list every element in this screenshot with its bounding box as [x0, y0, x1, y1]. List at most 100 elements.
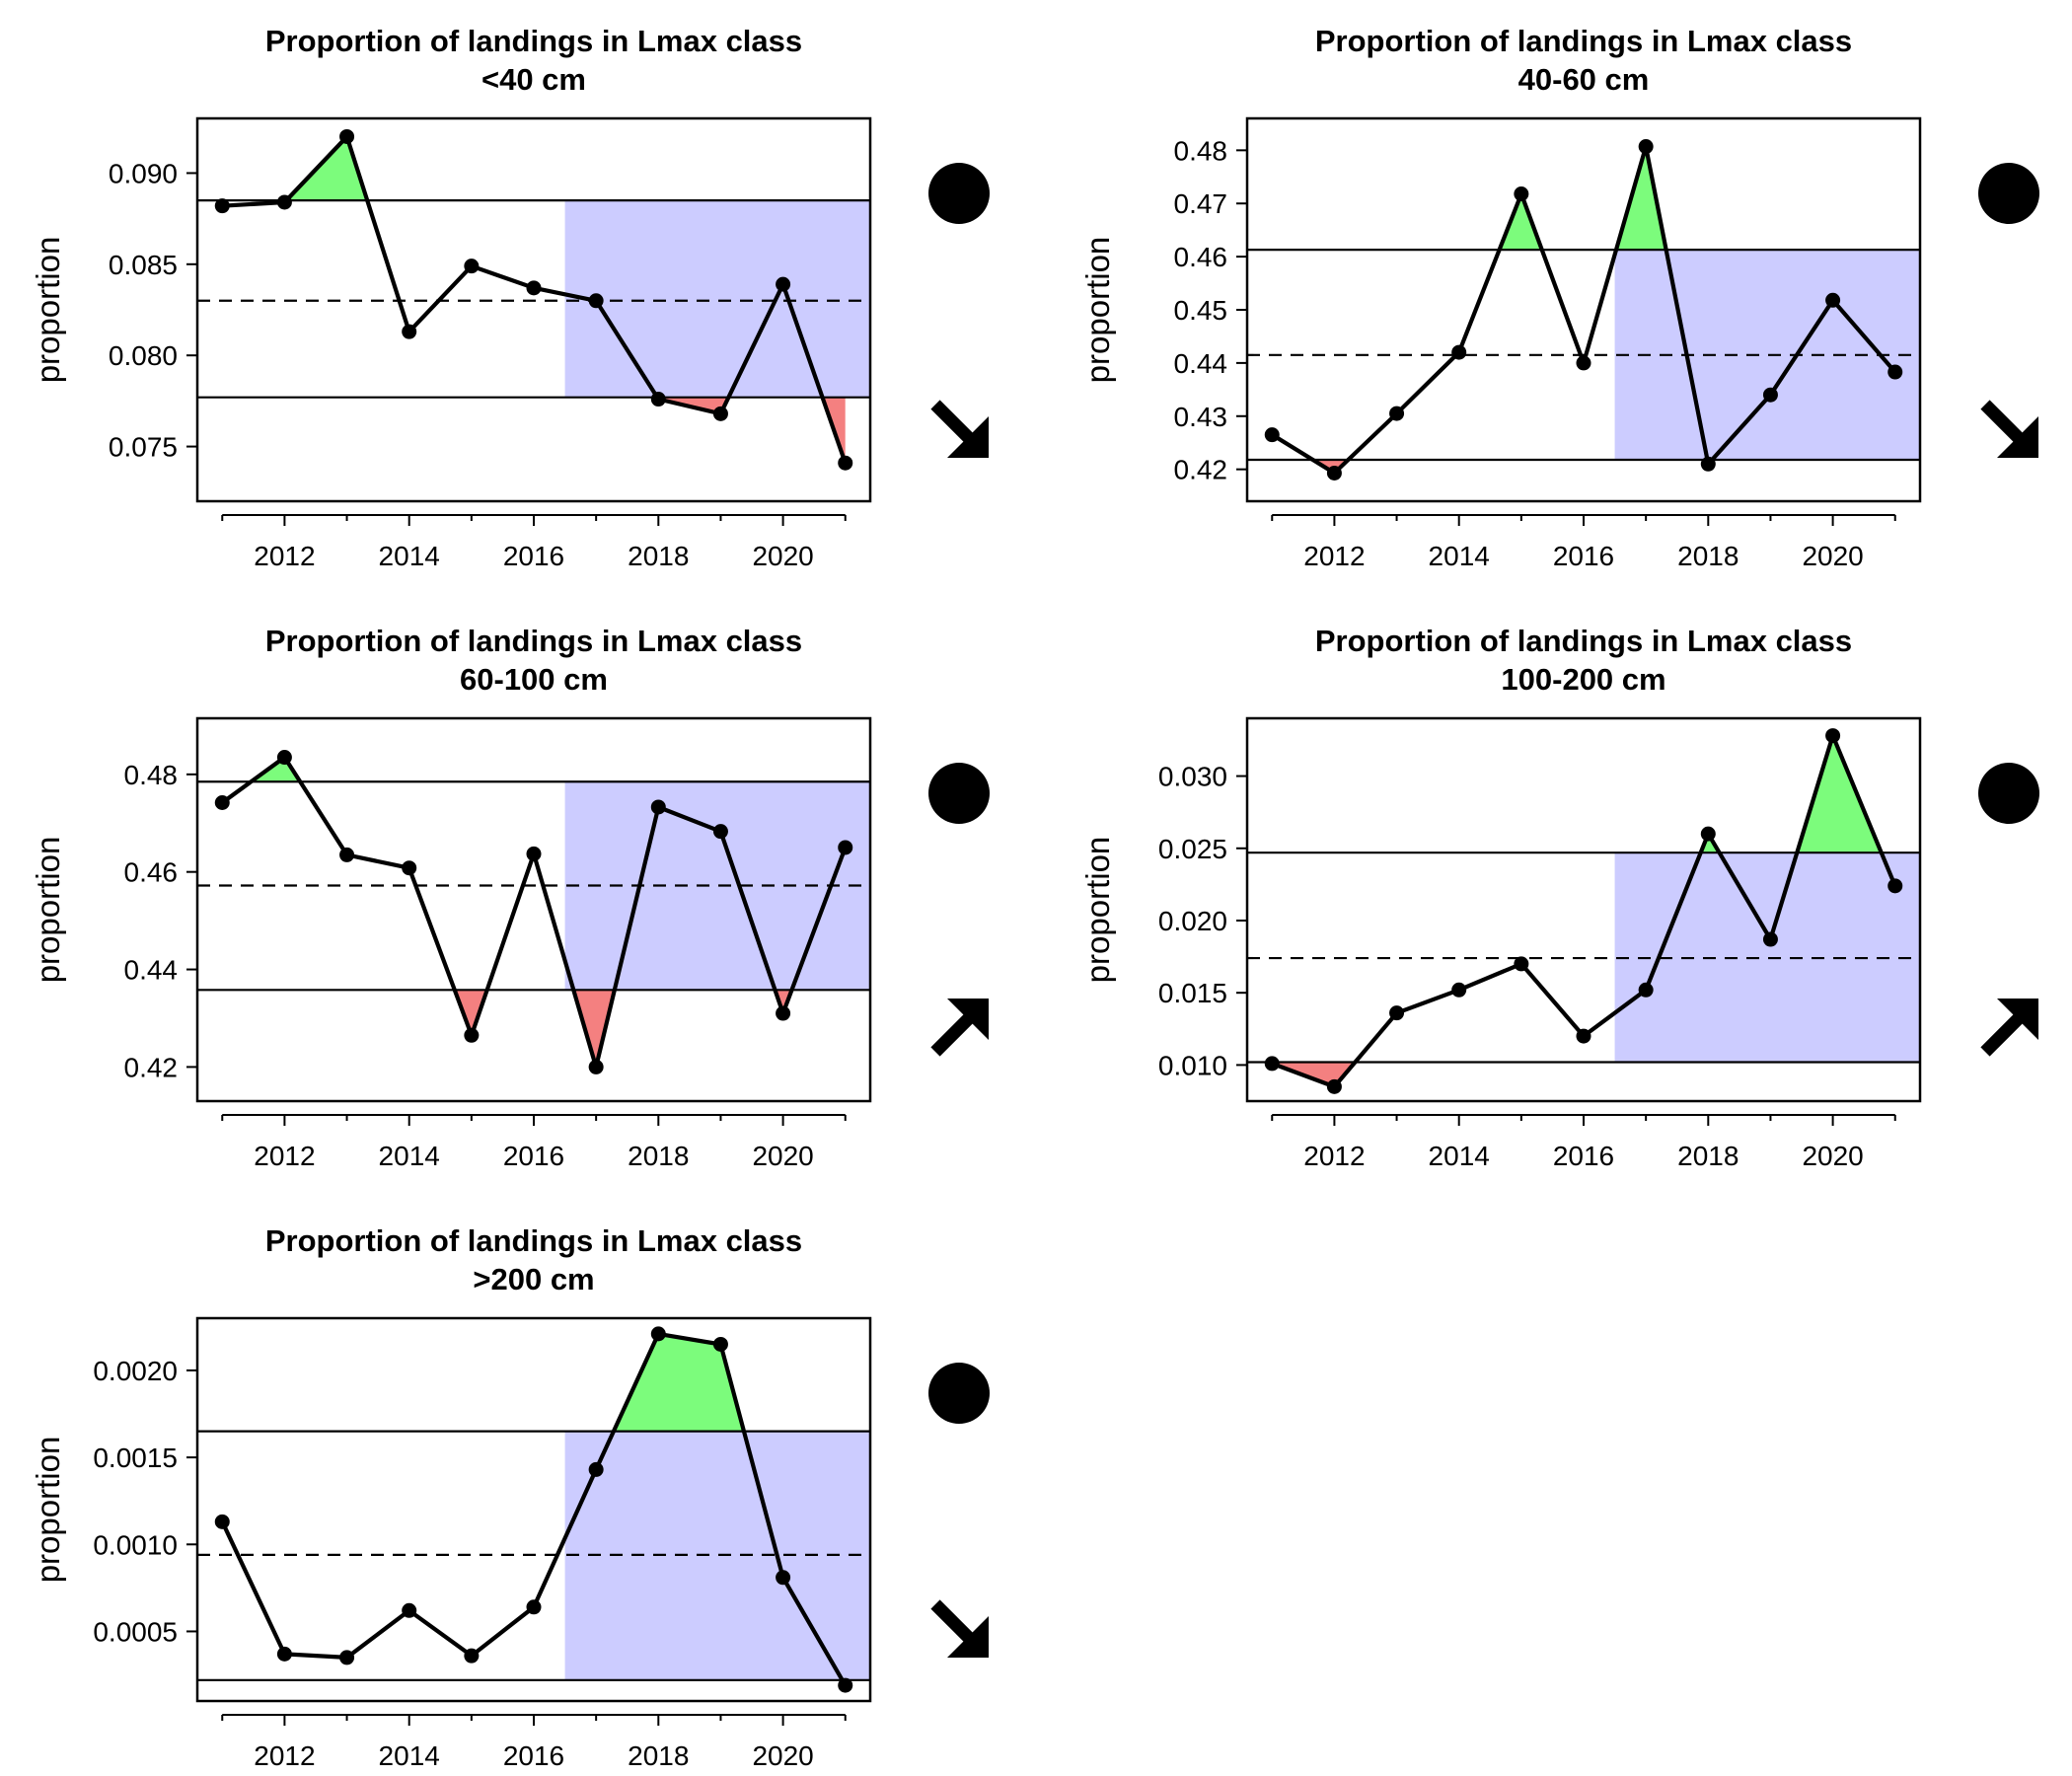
data-point-2017 — [1638, 982, 1654, 998]
x-tick-label: 2014 — [379, 1740, 440, 1771]
y-tick-label: 0.0010 — [93, 1529, 178, 1560]
arrow-head — [1997, 416, 2038, 458]
x-tick-label: 2020 — [752, 1141, 813, 1171]
x-tick-label: 2012 — [254, 541, 315, 571]
status-circle-icon — [1978, 763, 2039, 824]
x-tick-label: 2018 — [628, 541, 689, 571]
data-point-2011 — [214, 1514, 230, 1529]
data-point-2011 — [1264, 427, 1280, 443]
data-point-2013 — [339, 847, 355, 862]
data-point-2018 — [1700, 456, 1716, 472]
x-tick-label: 2014 — [379, 541, 440, 571]
data-point-2012 — [276, 194, 292, 210]
x-tick-label: 2014 — [1429, 1141, 1490, 1171]
y-tick-label: 0.45 — [1174, 295, 1228, 326]
data-point-2019 — [712, 824, 728, 840]
y-tick-label: 0.42 — [1174, 455, 1228, 485]
data-point-2017 — [588, 293, 604, 309]
data-point-2011 — [214, 795, 230, 811]
chart-subtitle: <40 cm — [481, 62, 586, 97]
y-axis-label: proportion — [30, 237, 66, 384]
data-point-2018 — [1700, 826, 1716, 842]
y-tick-label: 0.015 — [1158, 978, 1227, 1008]
above-upper-fill — [1499, 193, 1542, 251]
data-point-2018 — [650, 1326, 666, 1342]
data-point-2011 — [1264, 1056, 1280, 1072]
arrow-shaft — [1980, 400, 2028, 447]
chart-title: Proportion of landings in Lmax class — [1315, 624, 1852, 658]
y-tick-label: 0.48 — [1174, 135, 1228, 166]
panel-4: Proportion of landings in Lmax class 100-… — [1079, 624, 2039, 1171]
data-point-2012 — [1326, 465, 1342, 481]
y-axis-label: proportion — [1079, 237, 1116, 384]
data-point-2020 — [776, 1005, 791, 1021]
data-point-2014 — [402, 324, 417, 339]
status-circle-icon — [928, 163, 990, 224]
x-tick-label: 2020 — [752, 541, 813, 571]
data-point-2021 — [1887, 364, 1903, 380]
y-tick-label: 0.020 — [1158, 906, 1227, 936]
data-point-2016 — [1576, 355, 1591, 371]
x-tick-label: 2016 — [503, 1141, 564, 1171]
x-tick-label: 2012 — [254, 1740, 315, 1771]
y-tick-label: 0.080 — [109, 340, 178, 371]
plot-frame — [1245, 716, 1922, 1103]
data-point-2021 — [1887, 878, 1903, 894]
data-point-2015 — [1514, 956, 1529, 972]
data-point-2015 — [464, 1027, 480, 1043]
chart-subtitle: 100-200 cm — [1501, 662, 1665, 697]
x-tick-label: 2016 — [1553, 541, 1614, 571]
data-point-2018 — [650, 392, 666, 407]
x-tick-label: 2014 — [1429, 541, 1490, 571]
y-tick-label: 0.085 — [109, 250, 178, 280]
chart-title: Proportion of landings in Lmax class — [265, 1223, 802, 1258]
status-circle-icon — [928, 763, 990, 824]
above-upper-fill — [1797, 735, 1882, 853]
data-point-2020 — [776, 1570, 791, 1586]
recent-period-band — [564, 200, 870, 398]
data-point-2018 — [650, 799, 666, 815]
trend-arrow-down-right-icon — [930, 1599, 989, 1658]
data-point-2017 — [1638, 139, 1654, 155]
trend-arrow-down-right-icon — [930, 400, 989, 458]
trend-arrow-down-right-icon — [1980, 400, 2038, 458]
data-point-2021 — [838, 1677, 853, 1693]
data-point-2021 — [838, 455, 853, 471]
y-tick-label: 0.44 — [1174, 348, 1228, 379]
y-tick-label: 0.46 — [124, 857, 179, 888]
x-tick-label: 2012 — [254, 1141, 315, 1171]
x-tick-label: 2016 — [1553, 1141, 1614, 1171]
x-tick-label: 2014 — [379, 1141, 440, 1171]
x-tick-label: 2018 — [628, 1740, 689, 1771]
data-point-2013 — [1389, 1005, 1405, 1021]
data-point-2013 — [339, 128, 355, 144]
x-tick-label: 2018 — [1677, 541, 1739, 571]
x-tick-label: 2020 — [752, 1740, 813, 1771]
panel-2: Proportion of landings in Lmax class 40-6… — [1079, 24, 2039, 571]
y-tick-label: 0.47 — [1174, 188, 1228, 219]
data-point-2017 — [588, 1461, 604, 1477]
arrow-head — [1997, 999, 2038, 1040]
x-tick-label: 2020 — [1802, 541, 1863, 571]
data-point-2019 — [712, 406, 728, 421]
trend-arrow-up-right-icon — [1980, 999, 2038, 1057]
y-tick-label: 0.43 — [1174, 402, 1228, 432]
data-point-2015 — [464, 1648, 480, 1664]
status-circle-icon — [928, 1363, 990, 1424]
y-axis-label: proportion — [30, 1437, 66, 1584]
data-point-2019 — [1762, 931, 1778, 947]
data-point-2016 — [1576, 1028, 1591, 1044]
chart-title: Proportion of landings in Lmax class — [1315, 24, 1852, 58]
data-point-2012 — [276, 1646, 292, 1662]
data-point-2015 — [464, 259, 480, 274]
chart-title: Proportion of landings in Lmax class — [265, 24, 802, 58]
data-point-2014 — [402, 1602, 417, 1618]
y-tick-label: 0.46 — [1174, 242, 1228, 272]
panel-3: Proportion of landings in Lmax class 60-1… — [30, 624, 990, 1171]
data-point-2013 — [1389, 406, 1405, 421]
chart-subtitle: 60-100 cm — [460, 662, 608, 697]
plot-frame — [195, 116, 872, 503]
x-tick-label: 2012 — [1303, 1141, 1365, 1171]
data-point-2015 — [1514, 186, 1529, 202]
